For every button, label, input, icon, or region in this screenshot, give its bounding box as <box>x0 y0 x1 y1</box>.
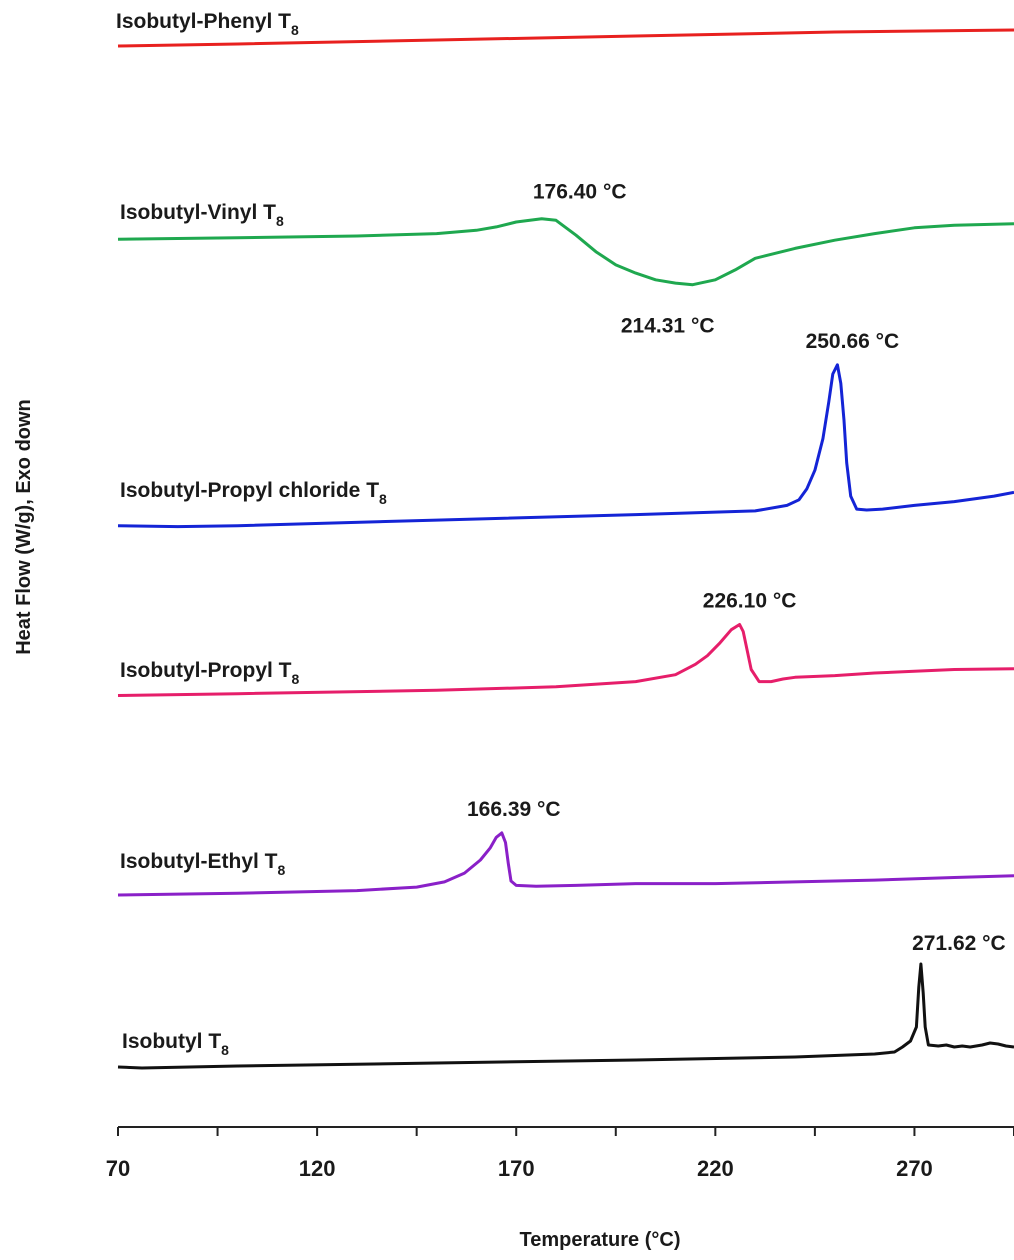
series-label-text: Isobutyl T <box>122 1030 221 1053</box>
series-label-4: Isobutyl-Propyl T8 <box>120 659 300 687</box>
x-tick-label: 270 <box>896 1156 933 1181</box>
series-label-subscript: 8 <box>292 671 300 687</box>
series-label-subscript: 8 <box>221 1042 229 1058</box>
series-label-subscript: 8 <box>278 862 286 878</box>
series-label-subscript: 8 <box>276 213 284 229</box>
series-line-2 <box>117 217 1014 287</box>
series-line-5 <box>117 831 1014 897</box>
series-line-3 <box>117 363 1014 529</box>
series-label-1: Isobutyl-Phenyl T8 <box>116 10 299 38</box>
y-axis-title: Heat Flow (W/g), Exo down <box>13 399 35 655</box>
series-label-text: Isobutyl-Phenyl T <box>116 10 291 33</box>
series-label-text: Isobutyl-Vinyl T <box>120 201 276 224</box>
x-tick-label: 220 <box>697 1156 734 1181</box>
series-line-6 <box>117 962 1014 1070</box>
x-tick-label: 120 <box>299 1156 336 1181</box>
peak-label-2-2: 214.31 °C <box>621 315 715 338</box>
series-label-text: Isobutyl-Propyl chloride T <box>120 479 379 502</box>
series-label-text: Isobutyl-Ethyl T <box>120 850 278 873</box>
x-axis: 70 120 170 220 270 <box>106 1126 1014 1181</box>
peak-label-3-1: 250.66 °C <box>806 330 900 353</box>
peak-label-5-1: 166.39 °C <box>467 798 561 821</box>
series-label-2: Isobutyl-Vinyl T8 <box>120 201 284 229</box>
peak-label-4-1: 226.10 °C <box>703 590 797 613</box>
series-line-4 <box>117 623 1014 697</box>
series-line-1 <box>117 28 1014 48</box>
x-axis-title: Temperature (°C) <box>520 1229 681 1251</box>
series-label-subscript: 8 <box>291 22 299 38</box>
x-tick-label: 170 <box>498 1156 535 1181</box>
peak-label-6-1: 271.62 °C <box>912 932 1006 955</box>
peak-label-2-1: 176.40 °C <box>533 181 627 204</box>
series-label-5: Isobutyl-Ethyl T8 <box>120 850 286 878</box>
series-label-subscript: 8 <box>379 491 387 507</box>
x-tick-label: 70 <box>106 1156 130 1181</box>
series-label-6: Isobutyl T8 <box>122 1030 229 1058</box>
series-layer <box>117 28 1014 1070</box>
series-label-3: Isobutyl-Propyl chloride T8 <box>120 479 387 507</box>
series-label-text: Isobutyl-Propyl T <box>120 659 292 682</box>
